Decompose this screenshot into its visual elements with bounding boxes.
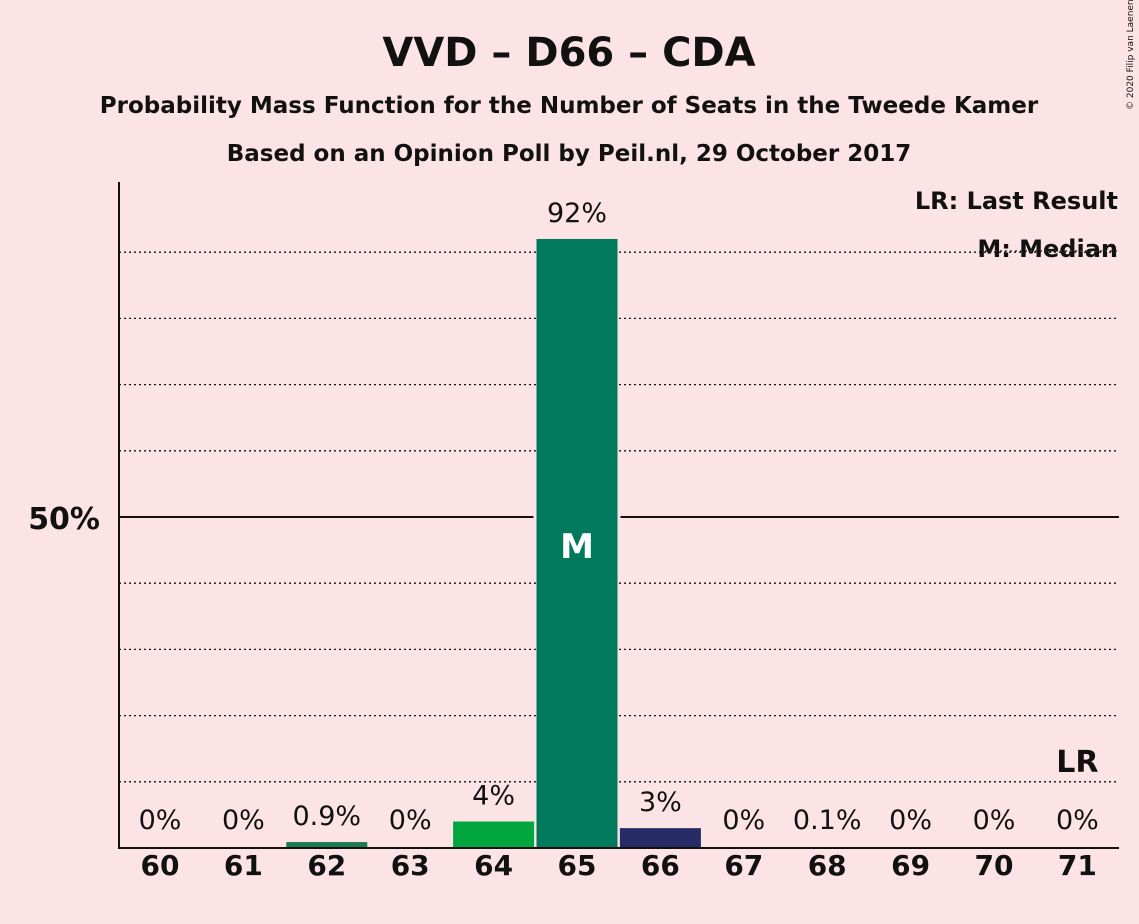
x-tick-63: 63	[391, 849, 430, 882]
value-labels: 0% 0% 0.9% 0% 4% 92% M 3% 0% 0.1% 0% 0% 0% LR	[139, 198, 1099, 836]
copyright-text: © 2020 Filip van Laenen	[1126, 0, 1136, 110]
value-label-62: 0.9%	[292, 801, 361, 832]
value-label-60: 0%	[139, 805, 182, 836]
value-label-68: 0.1%	[793, 805, 862, 836]
x-tick-67: 67	[724, 849, 763, 882]
gridlines	[119, 251, 1119, 783]
value-label-71: 0%	[1056, 805, 1099, 836]
x-tick-65: 65	[558, 849, 597, 882]
y-tick-label-50: 50%	[28, 502, 100, 537]
value-label-63: 0%	[389, 805, 432, 836]
value-label-61: 0%	[222, 805, 265, 836]
value-label-64: 4%	[472, 781, 515, 812]
x-tick-66: 66	[641, 849, 680, 882]
median-gap-right	[617, 516, 621, 519]
last-result-marker: LR	[1056, 745, 1098, 780]
x-tick-68: 68	[808, 849, 847, 882]
x-tick-64: 64	[474, 849, 513, 882]
chart-subtitle: Probability Mass Function for the Number…	[100, 93, 1039, 119]
median-gap-left	[533, 516, 537, 519]
value-label-70: 0%	[973, 805, 1016, 836]
bar-62	[286, 842, 368, 848]
bar-64	[453, 821, 535, 848]
x-axis-ticks: 60 61 62 63 64 65 66 67 68 69 70 71	[141, 849, 1097, 882]
x-tick-60: 60	[141, 849, 180, 882]
value-label-69: 0%	[889, 805, 932, 836]
legend-last-result: LR: Last Result	[915, 187, 1118, 215]
value-label-65: 92%	[547, 198, 607, 229]
x-tick-69: 69	[891, 849, 930, 882]
chart-subtitle-source: Based on an Opinion Poll by Peil.nl, 29 …	[227, 141, 912, 167]
chart-title: VVD – D66 – CDA	[382, 30, 755, 76]
legend-median: M: Median	[977, 235, 1118, 263]
x-tick-61: 61	[224, 849, 263, 882]
bar-66	[619, 828, 701, 848]
x-tick-70: 70	[975, 849, 1014, 882]
value-label-67: 0%	[722, 805, 765, 836]
median-marker: M	[560, 527, 594, 567]
bars	[286, 238, 868, 848]
x-tick-62: 62	[307, 849, 346, 882]
x-tick-71: 71	[1058, 849, 1097, 882]
value-label-66: 3%	[639, 787, 682, 818]
bar-65	[536, 238, 618, 848]
